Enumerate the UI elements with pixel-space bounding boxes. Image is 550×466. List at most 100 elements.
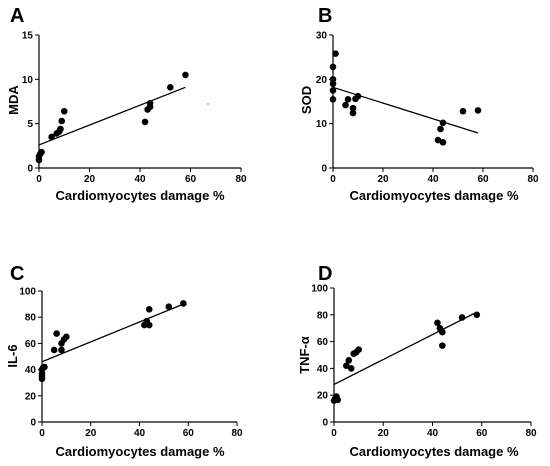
data-point <box>349 104 357 112</box>
chart-panel-b: B 0 10 20 30 0 20 40 60 80 Cardiomyocytes damage %… <box>299 5 539 203</box>
data-point <box>146 99 154 107</box>
y-tick-label: 100 <box>311 284 328 295</box>
data-point <box>329 63 337 71</box>
data-point <box>53 330 60 337</box>
x-axis-label: Cardiomyocytes damage % <box>55 444 225 459</box>
panel-letter: C <box>10 263 24 285</box>
regression-line <box>41 303 184 363</box>
data-point <box>167 84 174 91</box>
y-axis-label: TNF-α <box>297 336 312 374</box>
x-axis-label: Cardiomyocytes damage % <box>55 188 225 203</box>
y-tick-label: 20 <box>316 75 328 86</box>
data-point <box>60 107 68 115</box>
data-point <box>473 311 481 319</box>
x-tick-label: 40 <box>427 428 439 439</box>
data-point <box>57 125 64 133</box>
stray-dot <box>207 103 209 105</box>
data-point <box>474 107 482 114</box>
data-point <box>434 136 442 144</box>
chart-panel-a: A 0 5 10 15 0 20 40 60 80 Cardiomyocytes damage % M… <box>6 5 247 203</box>
x-tick-label: 0 <box>331 428 337 439</box>
y-tick-label: 30 <box>316 31 328 42</box>
panel-letter: D <box>318 263 332 285</box>
data-point <box>329 95 337 103</box>
data-point <box>329 87 337 94</box>
data-point <box>439 328 446 336</box>
data-point <box>145 306 153 313</box>
y-tick-label: 60 <box>25 339 37 350</box>
y-tick-label: 0 <box>30 418 36 429</box>
data-point <box>63 333 70 341</box>
data-point <box>343 362 350 370</box>
data-point <box>165 303 173 311</box>
y-tick-label: 60 <box>317 337 329 348</box>
x-tick-label: 40 <box>134 174 146 185</box>
data-point <box>354 92 362 100</box>
data-point <box>355 346 362 353</box>
data-point <box>141 118 149 126</box>
y-tick-label: 5 <box>27 119 33 130</box>
data-point <box>48 133 55 141</box>
data-point <box>439 119 447 127</box>
x-tick-label: 60 <box>477 174 489 185</box>
panel-letter: B <box>318 5 332 27</box>
data-point <box>38 148 45 156</box>
y-tick-label: 10 <box>22 75 34 86</box>
x-tick-label: 40 <box>134 428 146 439</box>
x-tick-label: 0 <box>36 174 42 185</box>
y-tick-label: 40 <box>25 365 37 376</box>
panel-letter: A <box>10 5 24 27</box>
y-tick-label: 0 <box>321 164 327 175</box>
y-axis-label: IL-6 <box>5 344 20 367</box>
data-point <box>41 363 48 371</box>
x-tick-label: 20 <box>378 428 390 439</box>
x-tick-label: 40 <box>427 174 439 185</box>
y-tick-label: 15 <box>22 31 34 42</box>
data-point <box>145 321 153 329</box>
regression-line <box>38 86 186 146</box>
data-point <box>344 95 352 103</box>
data-point <box>349 109 357 117</box>
data-point <box>58 117 66 125</box>
data-point <box>345 357 353 364</box>
data-point <box>437 125 444 133</box>
data-point <box>50 346 58 354</box>
y-tick-label: 80 <box>317 310 329 321</box>
data-point <box>342 101 349 109</box>
y-tick-label: 0 <box>27 164 33 175</box>
x-tick-label: 20 <box>85 428 97 439</box>
data-point <box>434 319 441 327</box>
data-point <box>459 107 467 115</box>
x-axis-label: Cardiomyocytes damage % <box>349 188 519 203</box>
y-tick-label: 100 <box>19 287 36 298</box>
data-point <box>439 342 446 349</box>
data-point <box>458 314 466 321</box>
x-tick-label: 0 <box>330 174 336 185</box>
y-tick-label: 0 <box>322 418 328 429</box>
data-point <box>439 138 447 146</box>
x-tick-label: 80 <box>231 428 243 439</box>
data-point <box>332 50 339 57</box>
y-tick-label: 20 <box>25 391 37 402</box>
data-point <box>180 300 187 307</box>
x-tick-label: 80 <box>235 174 247 185</box>
y-axis-label: MDA <box>6 85 21 115</box>
y-tick-label: 80 <box>25 313 37 324</box>
data-point <box>329 76 337 83</box>
y-tick-label: 20 <box>317 391 329 402</box>
x-tick-label: 20 <box>377 174 389 185</box>
x-tick-label: 60 <box>476 428 488 439</box>
x-tick-label: 80 <box>527 174 539 185</box>
x-tick-label: 60 <box>185 174 197 185</box>
x-tick-label: 20 <box>84 174 96 185</box>
data-point <box>182 71 189 79</box>
y-tick-label: 10 <box>316 119 328 130</box>
x-tick-label: 60 <box>183 428 195 439</box>
chart-panel-c: C 0 20 40 60 80 100 0 20 40 60 80 Cardiomyocytes dam… <box>5 263 243 459</box>
x-tick-label: 0 <box>39 428 45 439</box>
y-tick-label: 40 <box>317 364 329 375</box>
data-point <box>334 396 341 404</box>
data-point <box>58 346 65 354</box>
chart-panel-d: D 0 20 40 60 80 100 0 20 40 60 80 Cardiomyocytes dam… <box>297 263 537 459</box>
